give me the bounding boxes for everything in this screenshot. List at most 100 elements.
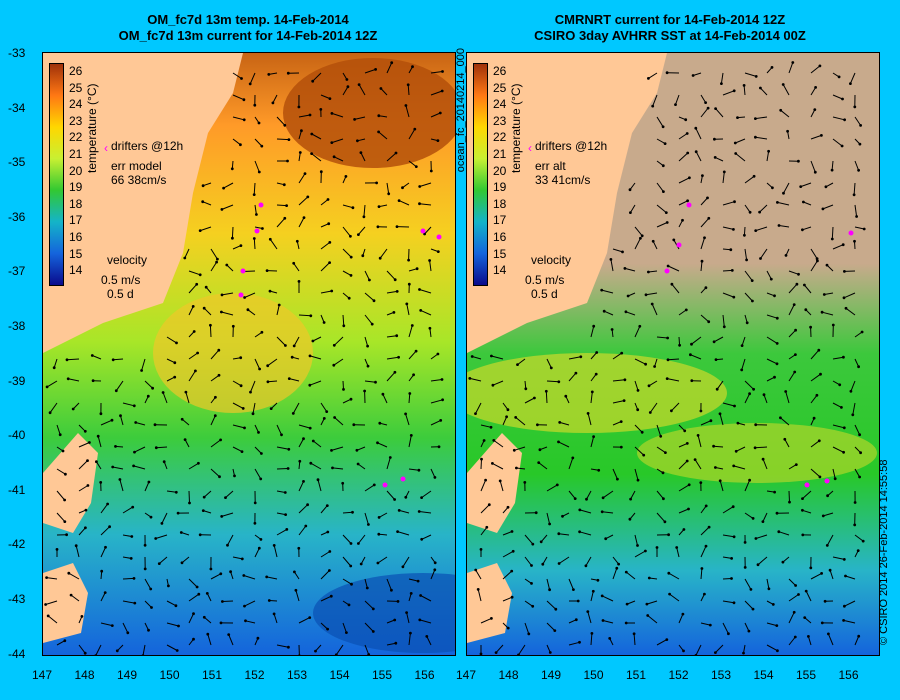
velocity-arrow: [777, 201, 790, 206]
velocity-arrow: [783, 182, 790, 194]
velocity-arrow-head: [751, 607, 755, 611]
velocity-arrow: [320, 94, 331, 100]
velocity-arrow-head: [133, 601, 137, 605]
velocity-arrow: [831, 160, 834, 171]
velocity-arrow-head: [204, 285, 208, 289]
longitude-tick: 150: [583, 668, 604, 682]
velocity-arrow-head: [271, 101, 275, 105]
velocity-arrow-head: [817, 348, 821, 352]
longitude-tick: 154: [753, 668, 774, 682]
velocity-arrow-head: [111, 465, 115, 469]
velocity-arrow-head: [295, 239, 299, 243]
velocity-arrow: [158, 556, 168, 564]
velocity-arrow: [68, 378, 80, 382]
velocity-arrow-head: [592, 324, 596, 328]
velocity-arrow-head: [842, 296, 846, 300]
velocity-arrow-head: [663, 142, 667, 145]
velocity-arrow-head: [65, 358, 69, 362]
land-mainland: [43, 53, 243, 353]
land-mainland-right: [467, 53, 667, 353]
velocity-arrow-head: [479, 548, 483, 551]
velocity-arrow: [853, 182, 856, 195]
velocity-arrow-head: [667, 571, 671, 575]
velocity-arrow: [162, 392, 168, 404]
velocity-arrow: [678, 200, 688, 206]
velocity-arrow-head: [440, 378, 444, 381]
velocity-arrow: [408, 128, 416, 140]
warm-tongue: [153, 293, 313, 413]
velocity-arrow: [651, 303, 658, 316]
velocity-arrow-head: [372, 299, 376, 303]
velocity-arrow: [849, 72, 856, 84]
velocity-arrow-head: [290, 355, 294, 359]
velocity-arrow: [331, 138, 344, 144]
velocity-arrow-head: [636, 544, 639, 547]
velocity-arrow-head: [557, 562, 561, 565]
velocity-arrow-head: [809, 325, 812, 329]
velocity-arrow-head: [272, 544, 276, 547]
velocity-arrow-head: [404, 412, 407, 416]
velocity-arrow: [232, 402, 244, 409]
velocity-arrow: [320, 622, 328, 630]
velocity-arrow-head: [840, 144, 844, 148]
velocity-arrow-head: [842, 619, 845, 622]
velocity-arrow-head: [788, 500, 791, 504]
velocity-arrow-head: [794, 353, 797, 356]
velocity-arrow-head: [801, 508, 804, 512]
velocity-arrow-head: [198, 533, 202, 537]
land-tasmania: [43, 563, 88, 643]
velocity-arrow: [379, 248, 388, 259]
velocity-arrow: [78, 424, 86, 432]
velocity-arrow-head: [730, 269, 734, 272]
velocity-arrow: [113, 358, 124, 361]
velocity-arrow: [590, 436, 595, 448]
velocity-arrow-head: [306, 503, 309, 507]
velocity-arrow-head: [95, 460, 98, 464]
velocity-arrow: [492, 462, 504, 470]
velocity-arrow-head: [492, 439, 496, 442]
velocity-arrow-head: [433, 561, 437, 565]
velocity-arrow: [802, 490, 812, 499]
velocity-arrow-head: [183, 438, 187, 441]
velocity-arrow: [430, 419, 441, 426]
velocity-arrow-head: [376, 225, 380, 229]
velocity-arrow-head: [99, 481, 103, 484]
velocity-arrow-head: [777, 224, 781, 227]
velocity-arrow-head: [736, 421, 740, 425]
velocity-arrow-head: [309, 461, 313, 465]
velocity-arrow-head: [192, 330, 196, 333]
velocity-arrow: [744, 292, 753, 302]
velocity-arrow: [475, 569, 482, 580]
velocity-arrow: [700, 568, 703, 580]
velocity-arrow: [634, 446, 645, 456]
velocity-arrow: [47, 615, 58, 624]
velocity-arrow-head: [527, 632, 531, 636]
velocity-arrow: [364, 600, 374, 610]
velocity-arrow: [634, 226, 643, 237]
velocity-arrow-head: [226, 543, 229, 547]
velocity-arrow: [722, 171, 725, 184]
velocity-arrow-head: [490, 617, 493, 620]
velocity-arrow: [334, 417, 344, 426]
velocity-arrow-head: [220, 310, 223, 314]
velocity-arrow-head: [682, 528, 686, 531]
velocity-arrow-head: [858, 142, 862, 146]
velocity-arrow-head: [331, 466, 334, 470]
velocity-arrow-head: [647, 384, 651, 388]
velocity-arrow: [276, 528, 288, 536]
velocity-arrow-head: [308, 354, 312, 358]
velocity-arrow-head: [628, 517, 632, 521]
velocity-arrow: [298, 438, 304, 448]
velocity-arrow: [203, 616, 212, 624]
velocity-arrow-head: [648, 411, 652, 414]
colorbar-tick: 23: [69, 113, 83, 128]
velocity-arrow-head: [319, 108, 323, 111]
velocity-arrow: [386, 182, 390, 194]
velocity-arrow: [587, 611, 592, 624]
velocity-arrow-head: [260, 144, 264, 148]
velocity-arrow: [788, 464, 797, 470]
velocity-arrow-head: [506, 408, 510, 412]
velocity-arrow: [70, 594, 80, 602]
velocity-arrow: [95, 461, 102, 470]
velocity-arrow-head: [736, 116, 739, 119]
